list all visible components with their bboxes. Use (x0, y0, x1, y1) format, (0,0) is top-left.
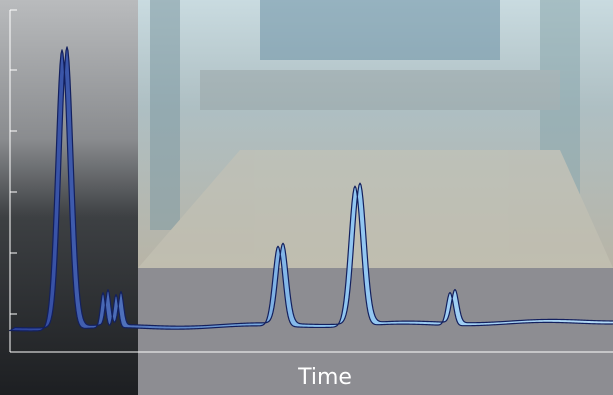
x-axis-label: Time (297, 365, 352, 390)
page: Time (() => { const data = JSON.parse(do… (0, 0, 613, 395)
illustration: Time (0, 0, 613, 395)
